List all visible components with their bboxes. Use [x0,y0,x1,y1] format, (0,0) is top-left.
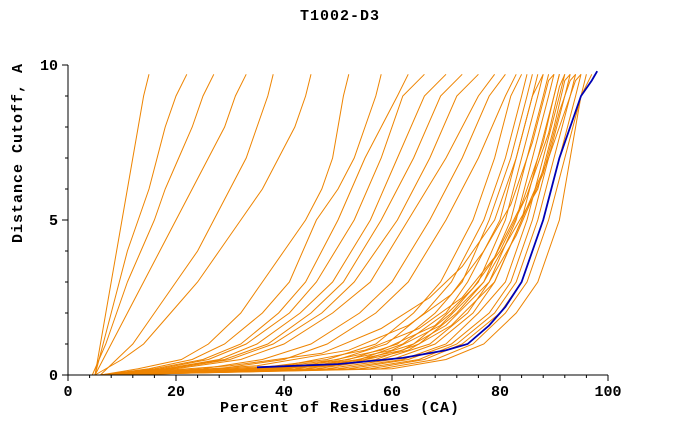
svg-text:0: 0 [63,384,72,401]
chart-title: T1002-D3 [299,8,380,25]
x-axis-label: Percent of Residues (CA) [219,400,461,417]
svg-text:10: 10 [40,58,58,75]
svg-text:40: 40 [275,384,293,401]
svg-text:5: 5 [49,213,58,230]
svg-text:20: 20 [167,384,185,401]
svg-text:80: 80 [491,384,509,401]
svg-text:100: 100 [594,384,621,401]
svg-text:0: 0 [49,368,58,385]
svg-text:60: 60 [383,384,401,401]
